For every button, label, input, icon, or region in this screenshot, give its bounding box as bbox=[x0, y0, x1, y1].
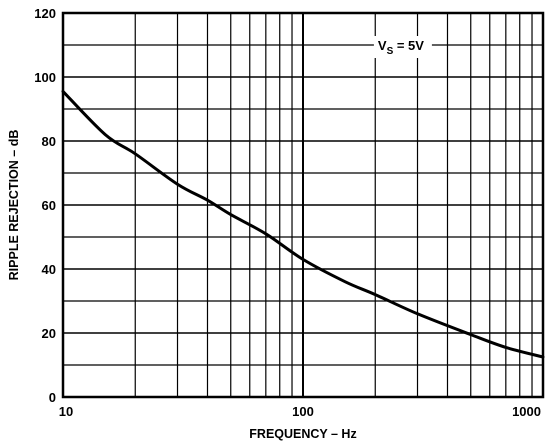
annotation-main: V bbox=[378, 38, 387, 53]
x-tick-label: 10 bbox=[59, 404, 73, 419]
plot-frame bbox=[61, 11, 545, 399]
supply-voltage-annotation: VS = 5V bbox=[378, 38, 424, 57]
series-line bbox=[61, 89, 545, 359]
y-tick-label: 80 bbox=[42, 134, 56, 149]
y-axis-label: RIPPLE REJECTION – dB bbox=[7, 130, 21, 281]
annotation-value: = 5V bbox=[393, 38, 424, 53]
y-tick-label: 120 bbox=[34, 6, 56, 21]
x-tick-labels: 10 100 1000 bbox=[59, 404, 541, 419]
grid-lines bbox=[63, 13, 543, 397]
annotation-background bbox=[373, 36, 432, 58]
x-axis-label: FREQUENCY – Hz bbox=[249, 427, 356, 441]
y-tick-label: 100 bbox=[34, 70, 56, 85]
x-tick-label: 100 bbox=[292, 404, 314, 419]
y-tick-label: 40 bbox=[42, 262, 56, 277]
annotation-subscript: S bbox=[387, 46, 394, 57]
y-tick-label: 0 bbox=[49, 390, 56, 405]
y-tick-labels: 0 20 40 60 80 100 120 bbox=[34, 6, 56, 405]
x-tick-label: 1000 bbox=[512, 404, 541, 419]
y-tick-label: 60 bbox=[42, 198, 56, 213]
y-tick-label: 20 bbox=[42, 326, 56, 341]
